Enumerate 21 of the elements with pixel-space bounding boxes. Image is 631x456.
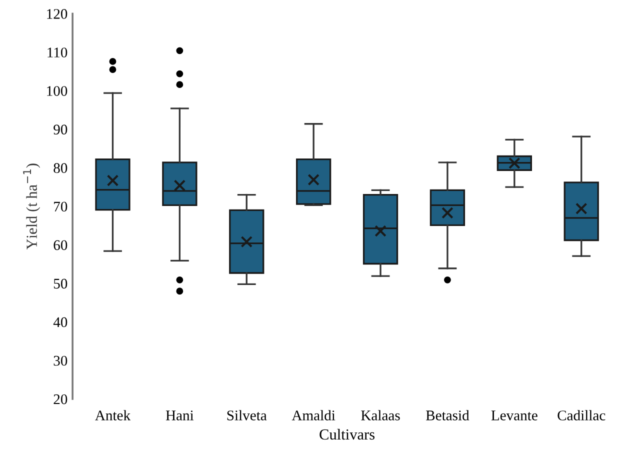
y-tick-label: 70 — [54, 202, 68, 212]
x-tick-label: Cadillac — [558, 410, 606, 420]
x-tick-label: Kalaas — [361, 410, 400, 420]
x-tick-label: Hani — [166, 410, 194, 420]
y-tick-label: 30 — [54, 356, 68, 366]
x-tick-label: Amaldi — [292, 410, 336, 420]
x-tick-label: Levante — [491, 410, 538, 420]
y-tick-label: 20 — [54, 394, 68, 404]
y-tick-label: 90 — [54, 124, 68, 134]
y-tick-label: 40 — [53, 317, 68, 328]
y-tick-label: 80 — [54, 163, 68, 174]
x-tick-label: Silveta — [227, 410, 267, 420]
y-tick-label: 100 — [47, 86, 68, 96]
y-axis-title: Yield (t ha$^{−1}$) — [23, 164, 40, 250]
x-axis-title: Cultivars — [320, 428, 375, 440]
y-tick-label: 120 — [47, 9, 68, 19]
y-tick-label: 60 — [54, 240, 68, 250]
x-tick-label: Antek — [95, 410, 131, 420]
x-tick-label: Betasid — [426, 410, 470, 420]
y-tick-label: 50 — [54, 278, 68, 289]
y-tick-label: 110 — [48, 48, 68, 58]
